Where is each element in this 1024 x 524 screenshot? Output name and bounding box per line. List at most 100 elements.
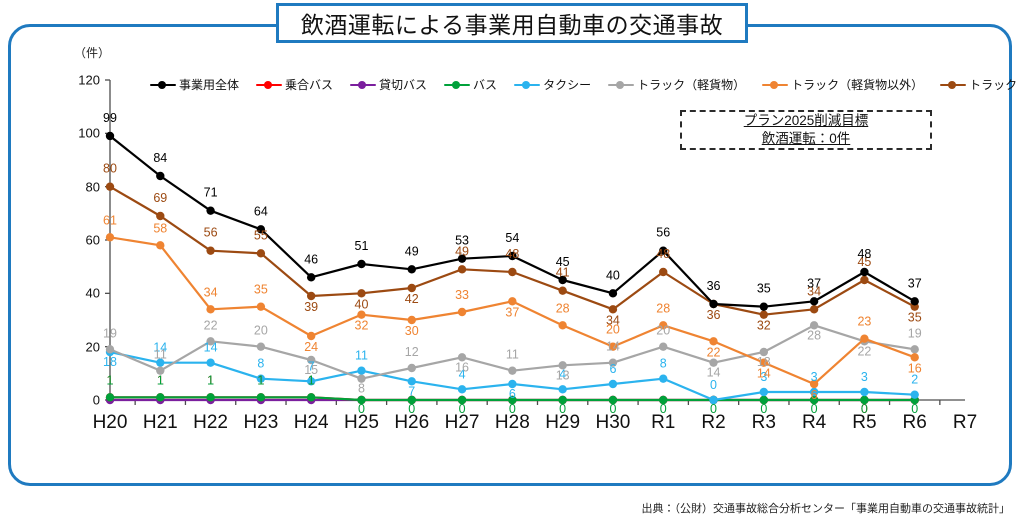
x-tick-label: R7 [952, 412, 978, 433]
series-1-value-labels: 1 1 1 1 1 0 [107, 373, 868, 416]
data-label: 0 [911, 402, 918, 416]
data-label: 16 [908, 361, 922, 375]
data-label: 84 [153, 151, 167, 165]
y-tick-label: 100 [78, 125, 100, 141]
data-label: 35 [757, 282, 771, 296]
x-tick-label: H22 [193, 412, 228, 433]
data-label: 39 [304, 300, 318, 314]
data-label: 13 [556, 368, 570, 382]
data-label: 1 [157, 373, 164, 387]
data-label: 56 [656, 226, 670, 240]
data-label: 80 [103, 162, 117, 176]
data-label: 6 [811, 388, 818, 402]
x-tick-label: R6 [902, 412, 927, 433]
data-label: 22 [857, 344, 871, 358]
data-label: 71 [204, 186, 218, 200]
series-7 [105, 182, 919, 319]
data-label: 33 [455, 288, 469, 302]
chart-legend: 事業用全体 乗合バス 貸切バス バス タクシー トラック（軽貨物） トラック（軽貨物以外） ト… [150, 76, 1017, 93]
data-label: 19 [908, 326, 922, 340]
x-tick-label: H21 [142, 412, 178, 433]
data-label: 58 [153, 221, 167, 235]
legend-item-6[interactable]: トラック（軽貨物以外） [762, 76, 923, 93]
data-label: 0 [760, 402, 767, 416]
data-label: 14 [153, 341, 167, 355]
data-label: 37 [908, 276, 922, 290]
legend-marker-icon [762, 79, 789, 91]
legend-item-4[interactable]: タクシー [514, 76, 591, 93]
data-label: 6 [509, 387, 516, 401]
data-label: 18 [103, 355, 117, 369]
data-label: 22 [204, 318, 218, 332]
data-label: 0 [710, 378, 717, 392]
legend-item-label: 貸切バス [379, 78, 428, 92]
legend-item-label: タクシー [543, 78, 592, 92]
legend-item-label: トラック [969, 78, 1018, 92]
data-label: 1 [207, 373, 214, 387]
data-label: 3 [811, 370, 818, 384]
data-label: 1 [207, 373, 214, 387]
data-label: 3 [861, 370, 868, 384]
legend-item-7[interactable]: トラック [940, 76, 1017, 93]
legend-item-label: トラック（軽貨物） [637, 78, 746, 92]
data-label: 1 [308, 373, 315, 387]
data-label: 49 [455, 244, 469, 258]
data-label: 1 [107, 373, 114, 387]
data-label: 1 [308, 373, 315, 387]
data-label: 0 [811, 402, 818, 416]
x-tick-label: H24 [293, 412, 329, 433]
data-label: 0 [609, 402, 616, 416]
data-label: 45 [556, 255, 570, 269]
data-label: 0 [710, 402, 717, 416]
x-tick-label: H29 [545, 412, 581, 433]
data-label: 64 [254, 204, 268, 218]
data-label: 0 [509, 402, 516, 416]
legend-marker-icon [350, 79, 377, 91]
x-tick-label: R3 [751, 412, 776, 433]
x-tick-label: R5 [852, 412, 877, 433]
data-label: 14 [707, 366, 721, 380]
data-label: 0 [559, 402, 566, 416]
legend-item-5[interactable]: トラック（軽貨物） [608, 76, 745, 93]
data-label: 45 [857, 255, 871, 269]
data-label: 6 [609, 362, 616, 376]
data-label: 34 [606, 313, 620, 327]
legend-item-label: 乗合バス [285, 78, 334, 92]
data-label: 12 [405, 345, 419, 359]
y-tick-label: 120 [78, 72, 100, 88]
y-tick-label: 80 [85, 179, 100, 195]
data-label: 36 [707, 279, 721, 293]
data-label: 56 [204, 226, 218, 240]
x-tick-label: H26 [394, 412, 430, 433]
data-label: 36 [707, 308, 721, 322]
data-label: 51 [355, 239, 369, 253]
data-label: 30 [405, 324, 419, 338]
legend-item-0[interactable]: 事業用全体 [150, 76, 239, 93]
data-label: 49 [405, 244, 419, 258]
legend-marker-icon [256, 79, 283, 91]
data-label: 61 [103, 213, 117, 227]
data-label: 42 [405, 292, 419, 306]
data-label: 1 [107, 373, 114, 387]
legend-item-3[interactable]: バス [444, 76, 497, 93]
x-tick-label: H28 [494, 412, 530, 433]
data-label: 41 [556, 266, 570, 280]
data-label: 40 [355, 297, 369, 311]
data-label: 18 [757, 355, 771, 369]
data-label: 3 [760, 370, 767, 384]
legend-item-1[interactable]: 乗合バス [256, 76, 333, 93]
data-label: 32 [355, 319, 369, 333]
data-label: 28 [556, 301, 570, 315]
data-label: 7 [308, 359, 315, 373]
legend-item-2[interactable]: 貸切バス [350, 76, 427, 93]
x-tick-label: H20 [92, 412, 128, 433]
data-label: 14 [757, 367, 771, 381]
y-tick-label: 0 [92, 392, 100, 408]
series-6 [105, 233, 919, 389]
legend-marker-icon [608, 79, 635, 91]
data-label: 0 [408, 402, 415, 416]
